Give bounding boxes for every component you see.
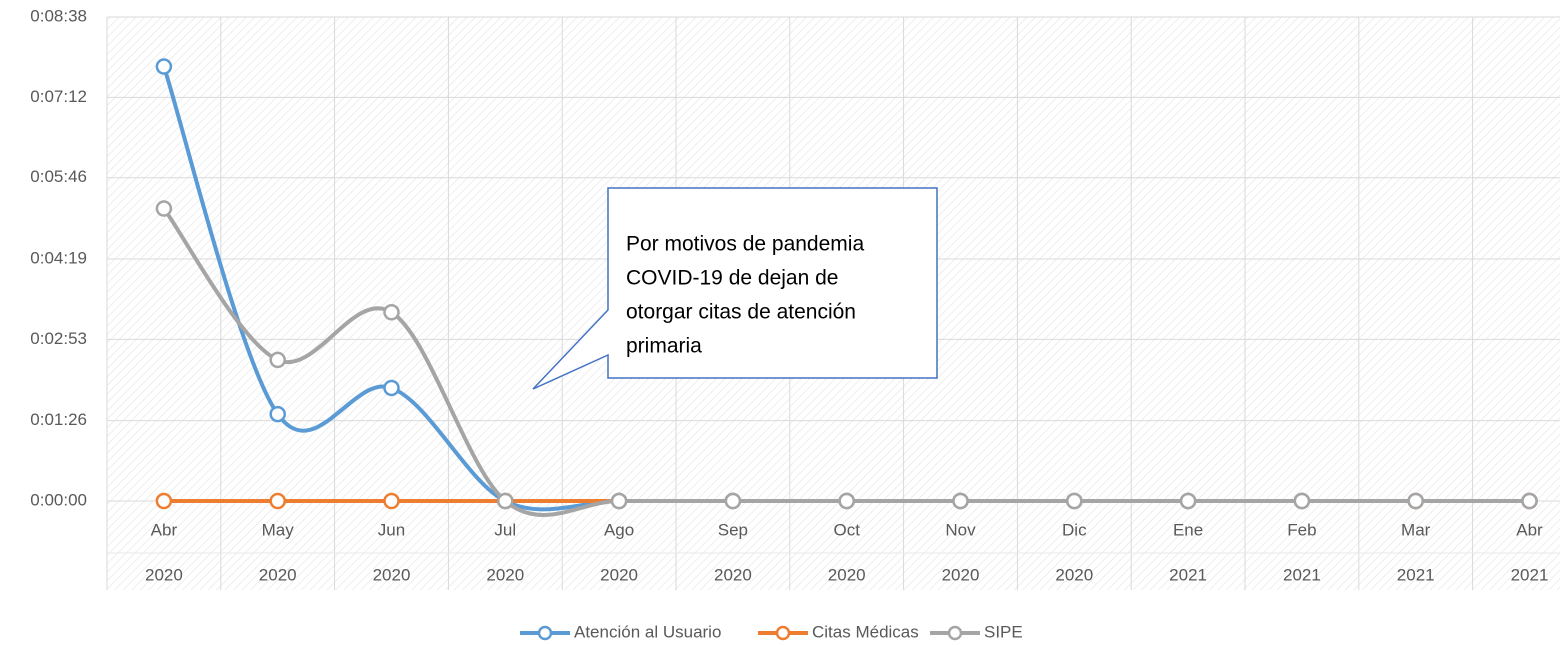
- y-tick-label: 0:01:26: [30, 410, 87, 429]
- x-tick-label: Nov: [945, 520, 976, 539]
- point-marker: [1293, 492, 1311, 510]
- y-tick-label: 0:00:00: [30, 490, 87, 509]
- point-marker: [269, 351, 286, 369]
- point-marker: [1407, 492, 1424, 510]
- x-year-label: 2021: [1169, 565, 1207, 584]
- point-marker: [838, 492, 855, 510]
- x-tick-label: Feb: [1287, 520, 1316, 539]
- x-tick-label: Jun: [378, 520, 405, 539]
- x-tick-label: May: [262, 520, 295, 539]
- point-marker: [383, 492, 400, 510]
- x-year-label: 2020: [486, 565, 524, 584]
- x-year-label: 2021: [1511, 565, 1549, 584]
- legend-marker: [947, 625, 963, 641]
- point-marker: [155, 492, 173, 510]
- x-tick-label: Jul: [494, 520, 516, 539]
- x-tick-label: Oct: [833, 520, 860, 539]
- y-tick-label: 0:08:38: [30, 6, 87, 25]
- x-year-label: 2020: [259, 565, 297, 584]
- point-marker: [1179, 492, 1197, 510]
- x-year-label: 2021: [1283, 565, 1321, 584]
- annotation-text: COVID-19 de dejan de: [626, 267, 838, 290]
- legend-label: SIPE: [984, 622, 1023, 641]
- legend-label: Atención al Usuario: [574, 622, 721, 641]
- point-marker: [497, 492, 514, 510]
- point-marker: [383, 304, 400, 321]
- point-marker: [155, 58, 173, 75]
- annotation-text: otorgar citas de atención: [626, 301, 856, 324]
- point-marker: [952, 492, 969, 510]
- point-marker: [1521, 492, 1538, 510]
- annotation-box: [532, 187, 938, 390]
- legend-label: Citas Médicas: [812, 622, 919, 641]
- x-year-label: 2020: [373, 565, 411, 584]
- x-tick-label: Mar: [1401, 520, 1431, 539]
- x-tick-label: Ago: [604, 520, 634, 539]
- x-tick-label: Abr: [151, 520, 178, 539]
- point-marker: [269, 492, 286, 510]
- plot-area: Abr 2020 May 2020 Jun 2020 Jul 2020 Ago 2020 Sep 20…: [106, 16, 1560, 590]
- x-tick-label: Abr: [1516, 520, 1543, 539]
- x-tick-label: Ene: [1173, 520, 1203, 539]
- point-marker: [383, 379, 400, 397]
- y-tick-label: 0:07:12: [30, 87, 87, 106]
- point-marker: [724, 492, 742, 510]
- x-year-label: 2020: [1055, 565, 1093, 584]
- x-tick-label: Dic: [1062, 520, 1087, 539]
- y-tick-label: 0:02:53: [30, 329, 87, 348]
- x-year-label: 2020: [942, 565, 980, 584]
- y-tick-label: 0:05:46: [30, 167, 87, 186]
- x-year-label: 2020: [714, 565, 752, 584]
- x-tick-label: Sep: [718, 520, 748, 539]
- legend-marker: [775, 625, 791, 641]
- annotation-text: primaria: [626, 335, 702, 358]
- x-year-label: 2021: [1397, 565, 1435, 584]
- point-marker: [610, 492, 628, 510]
- x-year-label: 2020: [828, 565, 866, 584]
- annotation-text: Por motivos de pandemia: [626, 233, 864, 256]
- y-tick-label: 0:04:19: [30, 248, 87, 267]
- series-line: [161, 206, 1532, 517]
- point-marker: [155, 200, 173, 217]
- point-marker: [1066, 492, 1083, 510]
- point-marker: [269, 405, 286, 423]
- x-year-label: 2020: [145, 565, 183, 584]
- legend-marker: [537, 625, 553, 641]
- x-year-label: 2020: [600, 565, 638, 584]
